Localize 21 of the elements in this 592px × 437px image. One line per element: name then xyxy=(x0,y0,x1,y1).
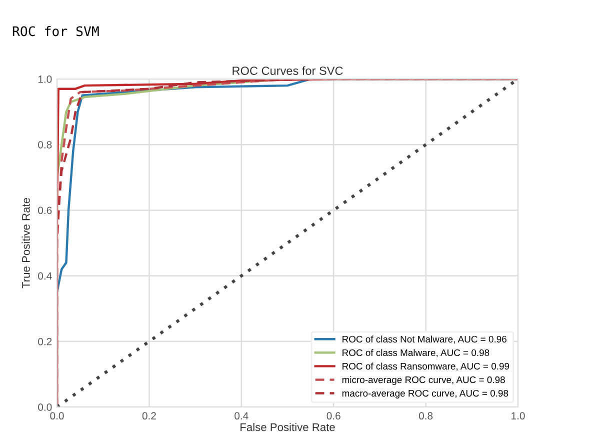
x-axis-title: False Positive Rate xyxy=(240,422,335,432)
x-tick-label: 0.6 xyxy=(326,412,340,420)
y-tick-label: 1.0 xyxy=(38,76,52,83)
legend-label: ROC of class Not Malware, AUC = 0.96 xyxy=(342,336,506,344)
legend-label: ROC of class Malware, AUC = 0.98 xyxy=(342,349,490,358)
x-tick-label: 1.0 xyxy=(512,412,525,420)
y-tick-label: 0.0 xyxy=(38,404,52,411)
x-tick-label: 0.2 xyxy=(142,412,156,420)
y-axis-title: True Positive Rate xyxy=(22,198,30,288)
y-tick-label: 0.8 xyxy=(38,141,52,148)
legend-label: ROC of class Ransomware, AUC = 0.99 xyxy=(342,362,510,371)
x-tick-label: 0.8 xyxy=(418,412,433,420)
x-tick-label: 0.0 xyxy=(50,412,64,420)
x-tick-label: 0.4 xyxy=(234,412,248,420)
legend-label: micro-average ROC curve, AUC = 0.98 xyxy=(342,376,505,385)
y-tick-label: 0.4 xyxy=(38,272,52,280)
legend-label: macro-average ROC curve, AUC = 0.98 xyxy=(342,390,508,398)
y-tick-label: 0.2 xyxy=(38,338,52,346)
text: ROC for SVM xyxy=(12,26,99,36)
y-tick-label: 0.6 xyxy=(38,206,52,214)
chart-title: ROC Curves for SVC xyxy=(232,66,343,75)
